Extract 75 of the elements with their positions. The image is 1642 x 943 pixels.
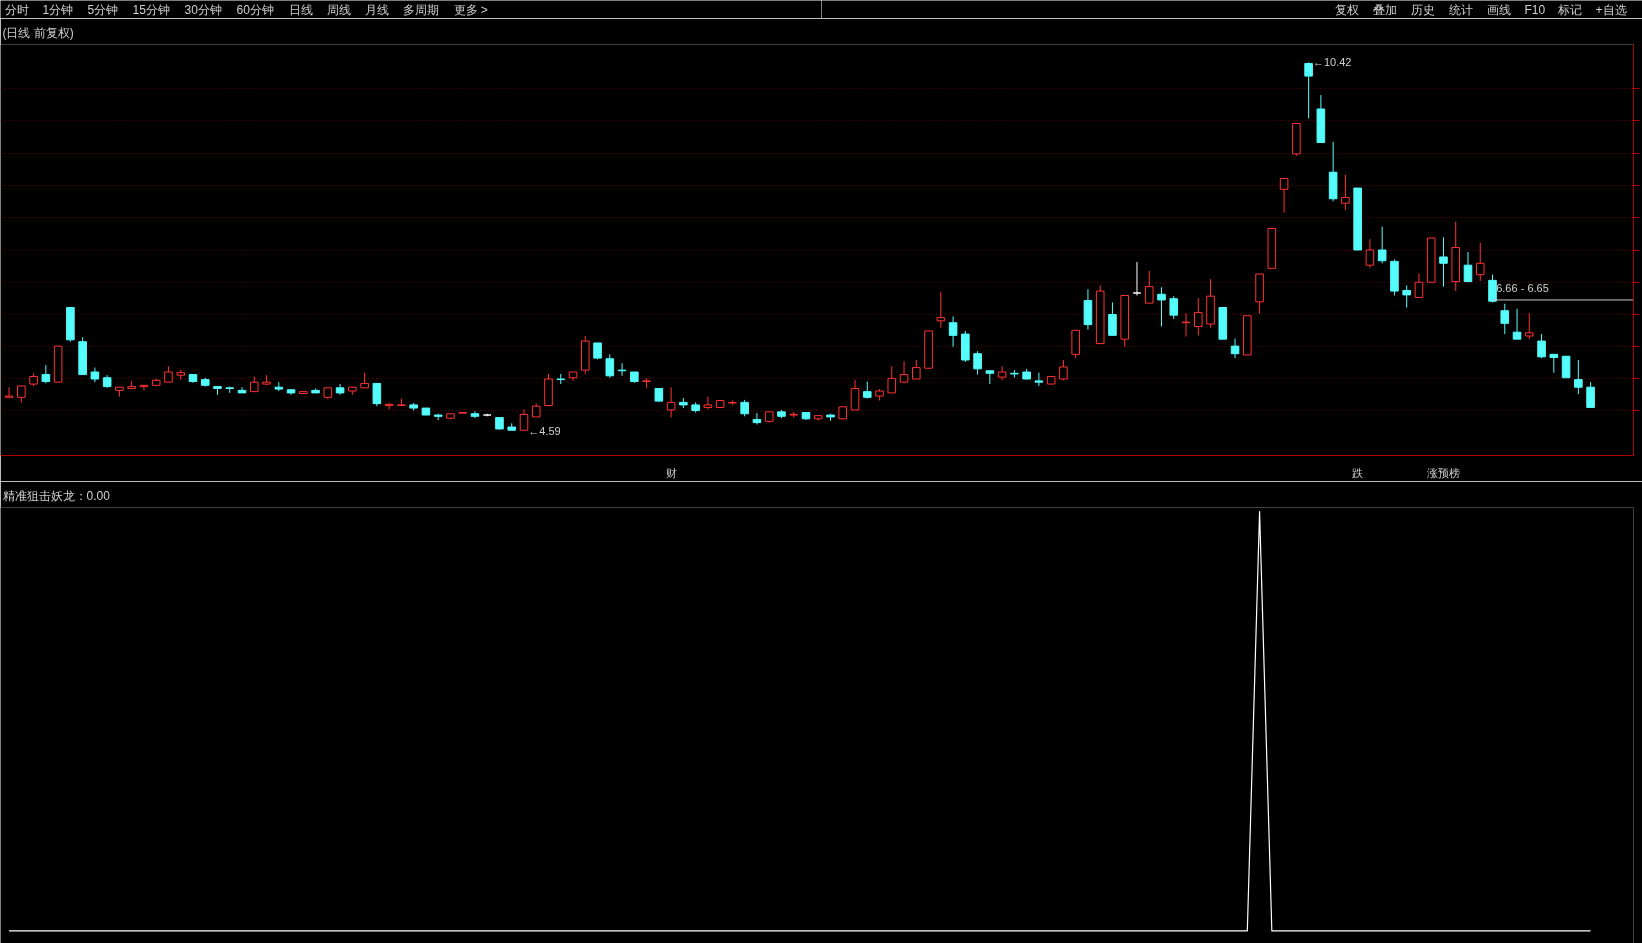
text: 画线	[1486, 2, 1511, 17]
text: 更多 >	[453, 2, 488, 17]
candlestick	[850, 379, 860, 411]
annotation: ←4.59	[528, 424, 561, 437]
text: 30分钟	[184, 2, 222, 17]
candlestick	[703, 396, 713, 410]
candlestick	[1549, 353, 1559, 374]
candlestick	[1304, 61, 1313, 119]
candlestick	[4, 386, 14, 398]
candlestick	[1157, 286, 1166, 328]
candlestick	[1512, 308, 1522, 340]
candlestick	[139, 384, 149, 391]
text: 历史	[1410, 2, 1435, 17]
text: 日线	[288, 2, 313, 17]
candlestick	[1279, 178, 1289, 214]
candlestick	[1524, 312, 1534, 340]
x-tick-label: 涨预榜	[1426, 466, 1460, 479]
candlestick	[41, 364, 51, 384]
text: 统计	[1448, 2, 1473, 17]
candlestick	[1414, 272, 1424, 298]
candlestick	[912, 359, 921, 380]
candlestick	[1144, 270, 1154, 304]
candlestick	[372, 382, 382, 407]
x-tick-label: 财	[665, 466, 677, 479]
text: 复权	[1334, 2, 1359, 17]
candlestick	[1561, 355, 1571, 379]
candlestick	[1402, 284, 1411, 309]
candlestick	[1586, 381, 1595, 408]
text: 标记	[1556, 2, 1582, 17]
candlestick	[1193, 297, 1203, 336]
candlestick	[1181, 312, 1191, 338]
candlestick	[1574, 359, 1583, 395]
text: F10	[1524, 2, 1546, 17]
candlestick	[1132, 261, 1142, 297]
x-tick-label: 跌	[1352, 466, 1364, 479]
candlestick	[936, 291, 946, 329]
candlestick	[1365, 238, 1375, 269]
candlestick	[1475, 242, 1485, 282]
candlestick	[605, 353, 615, 379]
candlestick	[1377, 226, 1387, 264]
candlestick	[384, 402, 394, 410]
candlestick	[237, 386, 247, 394]
text: 叠加	[1372, 2, 1397, 17]
candlestick	[752, 412, 762, 426]
ref-line-label: 6.66 - 6.65	[1496, 281, 1549, 294]
candlestick	[948, 315, 958, 348]
candlestick	[666, 386, 676, 419]
candlestick	[887, 365, 897, 394]
candlestick	[1439, 236, 1448, 288]
candlestick	[985, 370, 995, 385]
annotation: ←10.42	[1312, 56, 1352, 69]
text: 分时	[4, 2, 29, 17]
text: 1分钟	[42, 2, 74, 17]
candlestick	[1500, 303, 1510, 335]
text: 周线	[326, 2, 351, 17]
candlestick	[1341, 174, 1350, 211]
candlestick	[1463, 251, 1473, 283]
text: 15分钟	[132, 2, 170, 17]
candlestick	[1488, 274, 1497, 303]
candlestick	[973, 350, 982, 376]
candlestick	[997, 365, 1007, 381]
candlestick	[617, 362, 627, 377]
candlestick	[1230, 338, 1240, 359]
text: +自选	[1595, 2, 1627, 17]
text: 月线	[364, 2, 389, 17]
chart-title: (日线 前复权)	[2, 25, 74, 40]
candlestick	[1537, 333, 1546, 359]
chart-title: 精准狙击妖龙：0.00	[2, 488, 111, 503]
text: 60分钟	[236, 2, 274, 17]
candlestick	[519, 408, 529, 432]
candlestick	[1034, 372, 1044, 387]
text: 5分钟	[87, 2, 119, 17]
text: 多周期	[402, 2, 439, 17]
candlestick	[1108, 301, 1117, 336]
candlestick	[1169, 295, 1179, 320]
